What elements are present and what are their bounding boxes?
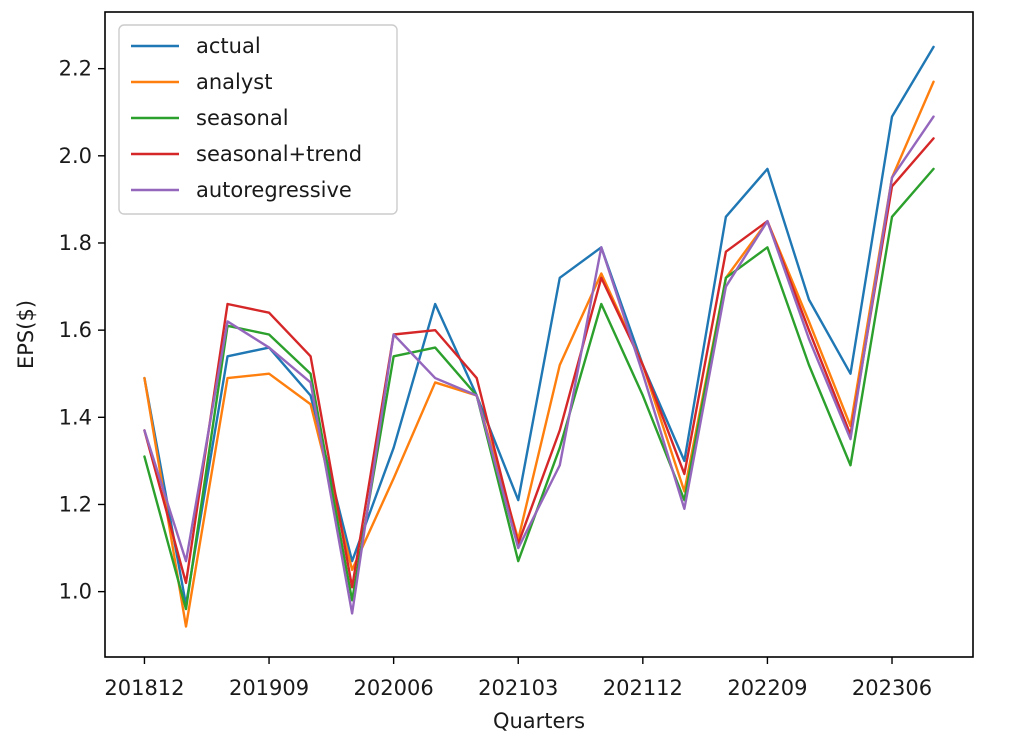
x-tick-label: 201909 xyxy=(229,676,309,700)
series-line-actual xyxy=(143,45,935,606)
legend-frame xyxy=(118,24,398,215)
legend-label-autoregressive: autoregressive xyxy=(196,178,352,202)
y-axis: 1.0 1.2 1.4 1.6 1.8 2.0 2.2 xyxy=(59,57,105,604)
series-line-autoregressive xyxy=(143,115,935,615)
y-tick-label: 1.6 xyxy=(59,318,92,342)
plot-area-frame xyxy=(104,11,974,658)
series-line-seasonal-trend xyxy=(143,137,935,589)
x-tick-label: 202306 xyxy=(852,676,932,700)
x-tick-label: 202006 xyxy=(354,676,434,700)
series-layer xyxy=(143,45,935,628)
x-axis-label: Quarters xyxy=(493,709,585,733)
y-axis-label: EPS($) xyxy=(14,300,38,369)
legend-label-analyst: analyst xyxy=(196,70,272,94)
legend-label-actual: actual xyxy=(196,34,261,58)
y-tick-label: 1.0 xyxy=(59,580,92,604)
series-line-analyst xyxy=(143,80,935,628)
x-tick-label: 202112 xyxy=(603,676,683,700)
y-tick-label: 2.0 xyxy=(59,144,92,168)
x-tick-label: 202103 xyxy=(478,676,558,700)
y-tick-label: 1.8 xyxy=(59,231,92,255)
legend: actual analyst seasonal seasonal+trend autor… xyxy=(118,24,398,215)
legend-label-seasonal-trend: seasonal+trend xyxy=(196,142,362,166)
y-tick-label: 1.2 xyxy=(59,492,92,516)
y-tick-label: 2.2 xyxy=(59,57,92,81)
legend-label-seasonal: seasonal xyxy=(196,106,289,130)
x-axis: 201812 201909 202006 202103 202112 202209 2023… xyxy=(104,657,932,700)
x-tick-label: 202209 xyxy=(727,676,807,700)
x-tick-label: 201812 xyxy=(104,676,184,700)
y-tick-label: 1.4 xyxy=(59,405,92,429)
